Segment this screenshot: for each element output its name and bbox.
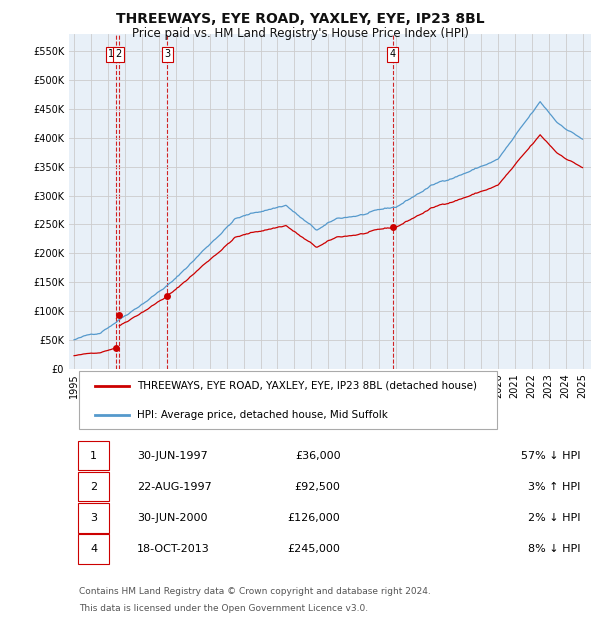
Text: THREEWAYS, EYE ROAD, YAXLEY, EYE, IP23 8BL: THREEWAYS, EYE ROAD, YAXLEY, EYE, IP23 8…	[116, 12, 484, 27]
Text: 8% ↓ HPI: 8% ↓ HPI	[528, 544, 581, 554]
FancyBboxPatch shape	[79, 534, 109, 564]
Text: HPI: Average price, detached house, Mid Suffolk: HPI: Average price, detached house, Mid …	[137, 410, 388, 420]
Text: £245,000: £245,000	[287, 544, 340, 554]
Text: 3: 3	[90, 513, 97, 523]
Text: 2: 2	[90, 482, 97, 492]
FancyBboxPatch shape	[79, 503, 109, 533]
Text: 1: 1	[90, 451, 97, 461]
Text: This data is licensed under the Open Government Licence v3.0.: This data is licensed under the Open Gov…	[79, 604, 368, 613]
Text: 3: 3	[164, 49, 170, 59]
Text: Price paid vs. HM Land Registry's House Price Index (HPI): Price paid vs. HM Land Registry's House …	[131, 27, 469, 40]
Text: 30-JUN-1997: 30-JUN-1997	[137, 451, 208, 461]
Text: 57% ↓ HPI: 57% ↓ HPI	[521, 451, 581, 461]
Text: £92,500: £92,500	[295, 482, 340, 492]
Text: 4: 4	[90, 544, 97, 554]
Text: 1: 1	[109, 49, 115, 59]
Text: 30-JUN-2000: 30-JUN-2000	[137, 513, 208, 523]
Text: 18-OCT-2013: 18-OCT-2013	[137, 544, 209, 554]
FancyBboxPatch shape	[79, 441, 109, 471]
Text: 3% ↑ HPI: 3% ↑ HPI	[528, 482, 581, 492]
Text: Contains HM Land Registry data © Crown copyright and database right 2024.: Contains HM Land Registry data © Crown c…	[79, 587, 431, 596]
Text: £36,000: £36,000	[295, 451, 340, 461]
Text: 2: 2	[116, 49, 122, 59]
Text: £126,000: £126,000	[287, 513, 340, 523]
Text: 22-AUG-1997: 22-AUG-1997	[137, 482, 212, 492]
Text: THREEWAYS, EYE ROAD, YAXLEY, EYE, IP23 8BL (detached house): THREEWAYS, EYE ROAD, YAXLEY, EYE, IP23 8…	[137, 381, 477, 391]
Text: 4: 4	[389, 49, 396, 59]
Text: 2% ↓ HPI: 2% ↓ HPI	[528, 513, 581, 523]
FancyBboxPatch shape	[79, 371, 497, 430]
FancyBboxPatch shape	[79, 472, 109, 502]
